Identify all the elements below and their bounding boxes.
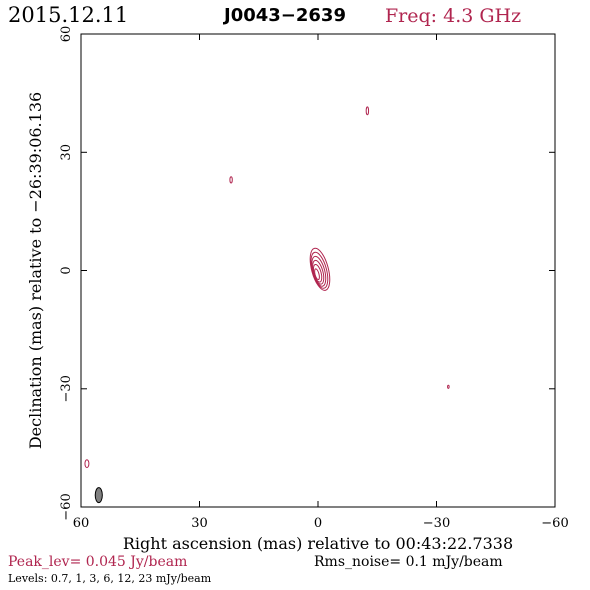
contour-layer — [84, 106, 450, 504]
y-tick-labels: −60 −30 0 30 60 — [59, 26, 74, 521]
y-tick-label: 0 — [59, 266, 74, 274]
y-tick-label: −60 — [59, 493, 74, 520]
x-tick-label: 0 — [314, 516, 322, 531]
tick-marks — [80, 33, 556, 508]
minor-component-contour — [229, 176, 233, 184]
x-axis-label: Right ascension (mas) relative to 00:43:… — [123, 534, 513, 553]
y-tick-label: 60 — [59, 26, 74, 43]
core-contour — [312, 263, 323, 283]
y-tick-label: 30 — [59, 144, 74, 161]
contour-levels: Levels: 0.7, 1, 3, 6, 12, 23 mJy/beam — [8, 572, 212, 585]
core-contour — [314, 268, 320, 281]
x-tick-label: 60 — [73, 516, 90, 531]
beam-ellipse — [94, 487, 103, 504]
minor-component-contour — [447, 384, 450, 389]
x-tick-label: 30 — [191, 516, 208, 531]
source-name: J0043−2639 — [222, 5, 346, 26]
frequency-label: Freq: 4.3 GHz — [385, 5, 521, 27]
minor-component-contour — [365, 106, 370, 116]
minor-component-contour — [84, 459, 90, 469]
rms-noise: Rms_noise= 0.1 mJy/beam — [314, 554, 503, 570]
y-axis-label: Declination (mas) relative to −26:39:06.… — [26, 92, 45, 449]
x-tick-label: −30 — [423, 516, 450, 531]
peak-level: Peak_lev= 0.045 Jy/beam — [8, 554, 187, 570]
x-tick-label: −60 — [541, 516, 568, 531]
y-tick-label: −30 — [59, 375, 74, 402]
x-tick-labels: 60 30 0 −30 −60 — [73, 516, 569, 531]
observation-date: 2015.12.11 — [8, 3, 128, 27]
